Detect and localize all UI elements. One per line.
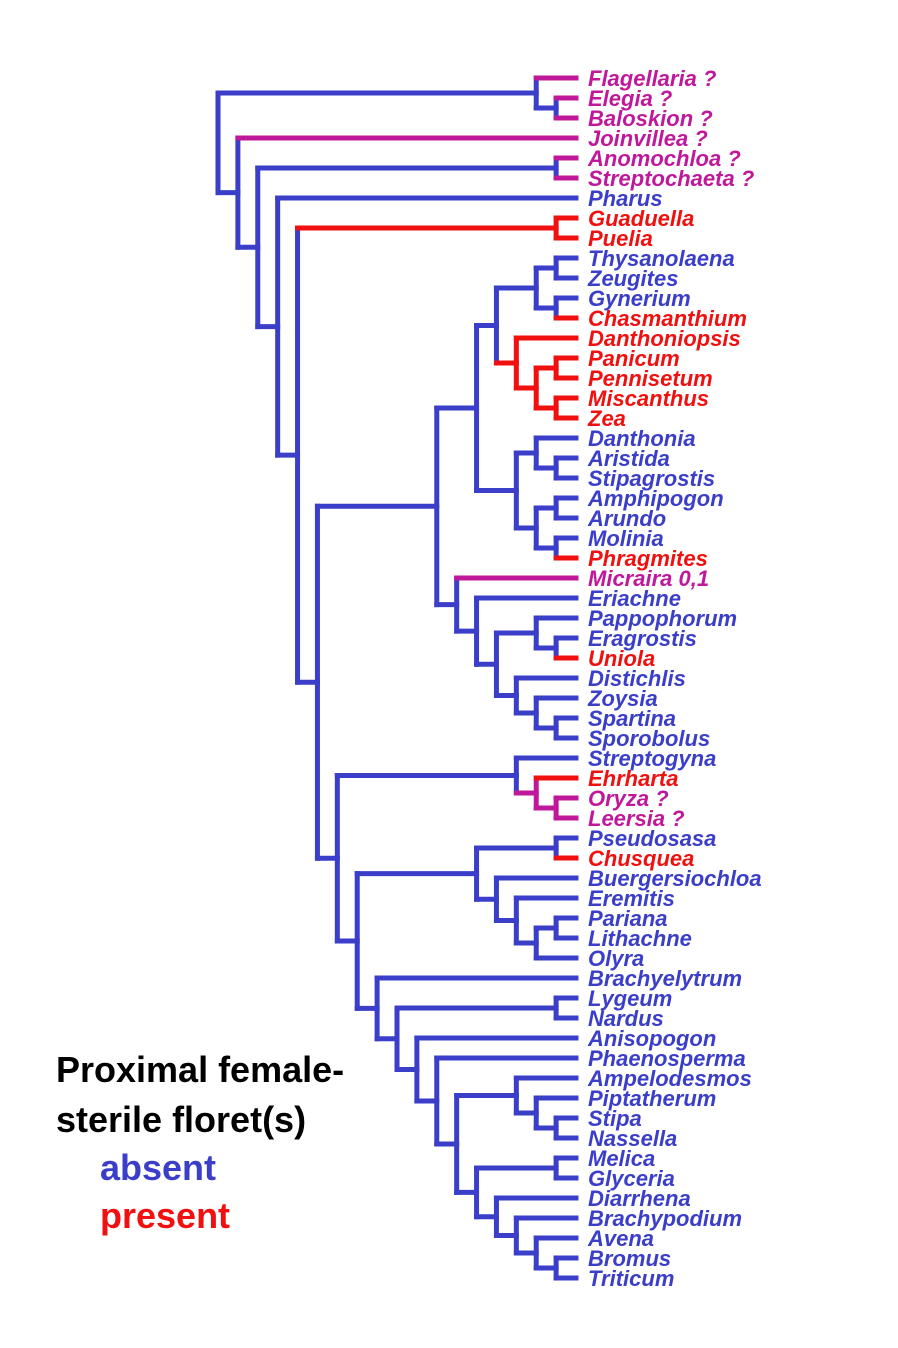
- taxon-label: Gynerium: [588, 286, 691, 311]
- taxon-label: Baloskion ?: [588, 106, 713, 131]
- taxon-label: Phaenosperma: [588, 1046, 746, 1071]
- taxon-label: Molinia: [588, 526, 664, 551]
- taxon-label: Pseudosasa: [588, 826, 716, 851]
- taxon-label: Spartina: [588, 706, 676, 731]
- taxon-label: Lygeum: [588, 986, 672, 1011]
- taxon-label: Eragrostis: [588, 626, 697, 651]
- taxon-label: Uniola: [588, 646, 655, 671]
- taxon-label: Pappophorum: [588, 606, 737, 631]
- taxon-label: Anisopogon: [587, 1026, 716, 1051]
- taxon-label: Diarrhena: [588, 1186, 691, 1211]
- taxon-label: Avena: [587, 1226, 654, 1251]
- taxon-label: Micraira 0,1: [588, 566, 709, 591]
- taxon-label: Guaduella: [588, 206, 694, 231]
- taxon-label: Stipa: [588, 1106, 642, 1131]
- legend-absent: absent: [100, 1147, 217, 1188]
- taxon-label: Bromus: [588, 1246, 671, 1271]
- taxon-label: Lithachne: [588, 926, 692, 951]
- taxon-label: Streptogyna: [588, 746, 716, 771]
- taxon-label: Zea: [587, 406, 626, 431]
- taxon-label: Piptatherum: [588, 1086, 716, 1111]
- taxon-label: Melica: [588, 1146, 655, 1171]
- tree-branches: [215, 75, 579, 1281]
- taxon-label: Phragmites: [588, 546, 708, 571]
- taxon-label: Ampelodesmos: [587, 1066, 752, 1091]
- taxon-label: Eremitis: [588, 886, 675, 911]
- taxon-label: Nardus: [588, 1006, 664, 1031]
- taxon-label: Joinvillea ?: [588, 126, 708, 151]
- taxon-label: Elegia ?: [588, 86, 672, 111]
- taxon-label: Arundo: [587, 506, 666, 531]
- taxon-label: Anomochloa ?: [587, 146, 741, 171]
- taxon-label: Thysanolaena: [588, 246, 735, 271]
- taxon-labels: Flagellaria ?Elegia ?Baloskion ?Joinvill…: [587, 66, 762, 1291]
- taxon-label: Miscanthus: [588, 386, 709, 411]
- taxon-label: Chusquea: [588, 846, 694, 871]
- taxon-label: Zeugites: [587, 266, 678, 291]
- taxon-label: Aristida: [587, 446, 670, 471]
- taxon-label: Danthonia: [588, 426, 696, 451]
- taxon-label: Brachypodium: [588, 1206, 742, 1231]
- taxon-label: Puelia: [588, 226, 653, 251]
- taxon-label: Eriachne: [588, 586, 681, 611]
- taxon-label: Triticum: [588, 1266, 674, 1291]
- taxon-label: Danthoniopsis: [588, 326, 741, 351]
- taxon-label: Glyceria: [588, 1166, 675, 1191]
- taxon-label: Pennisetum: [588, 366, 713, 391]
- taxon-label: Leersia ?: [588, 806, 685, 831]
- taxon-label: Zoysia: [587, 686, 658, 711]
- taxon-label: Streptochaeta ?: [588, 166, 754, 191]
- legend-present: present: [100, 1195, 231, 1236]
- taxon-label: Pharus: [588, 186, 663, 211]
- legend-title-line1: Proximal female-: [56, 1049, 345, 1090]
- legend-title-line2: sterile floret(s): [56, 1099, 307, 1140]
- taxon-label: Olyra: [588, 946, 644, 971]
- taxon-label: Ehrharta: [588, 766, 678, 791]
- taxon-label: Buergersiochloa: [588, 866, 762, 891]
- taxon-label: Oryza ?: [588, 786, 669, 811]
- taxon-label: Nassella: [588, 1126, 677, 1151]
- taxon-label: Distichlis: [588, 666, 686, 691]
- taxon-label: Panicum: [588, 346, 680, 371]
- taxon-label: Pariana: [588, 906, 668, 931]
- taxon-label: Stipagrostis: [588, 466, 715, 491]
- taxon-label: Brachyelytrum: [588, 966, 742, 991]
- taxon-label: Flagellaria ?: [588, 66, 716, 91]
- taxon-label: Amphipogon: [587, 486, 724, 511]
- taxon-label: Sporobolus: [588, 726, 710, 751]
- taxon-label: Chasmanthium: [588, 306, 747, 331]
